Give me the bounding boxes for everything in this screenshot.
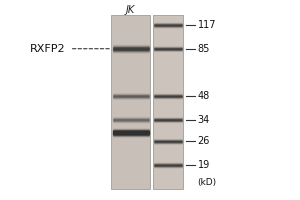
Text: RXFP2: RXFP2: [30, 44, 65, 54]
Text: 19: 19: [198, 160, 210, 170]
Text: JK: JK: [126, 5, 135, 15]
Text: 117: 117: [198, 20, 216, 30]
Text: 34: 34: [198, 115, 210, 125]
Text: 48: 48: [198, 91, 210, 101]
Text: 26: 26: [198, 136, 210, 146]
Text: (kD): (kD): [198, 178, 217, 187]
Text: 85: 85: [198, 44, 210, 54]
Bar: [111, 15, 150, 189]
Bar: [153, 15, 183, 189]
